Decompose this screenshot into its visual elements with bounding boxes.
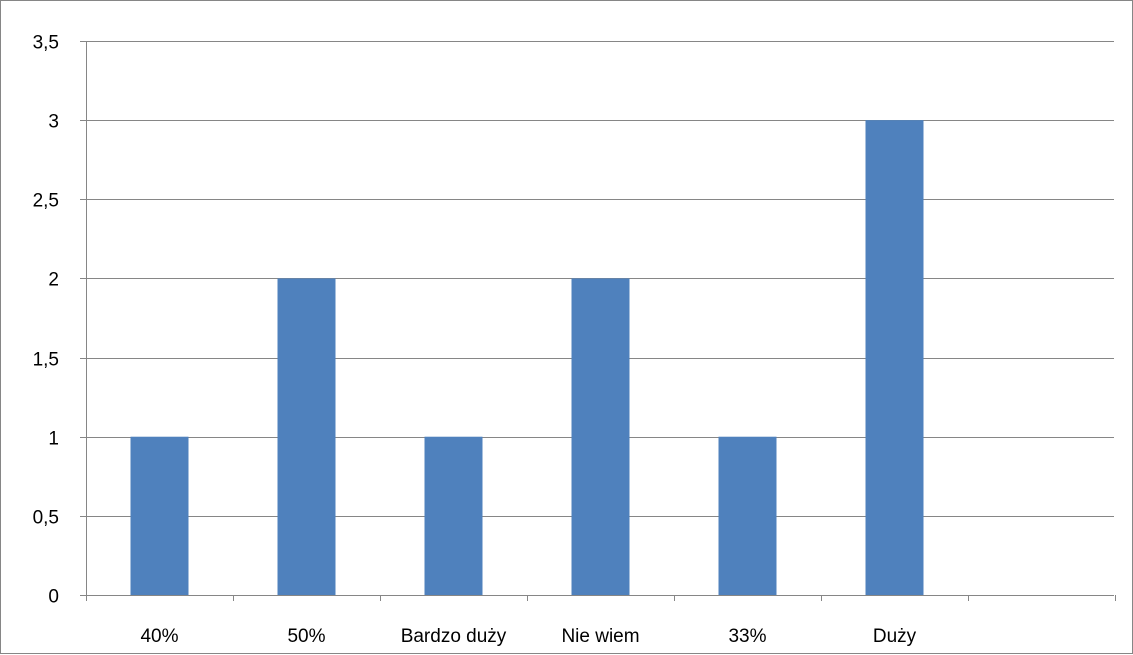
y-tick-label: 3 [48, 112, 59, 133]
x-tick-label: 40% [140, 626, 178, 647]
y-tick-label: 0 [48, 587, 59, 608]
y-tick-label: 0,5 [33, 508, 59, 529]
bar-Duży [865, 120, 924, 596]
x-tick-label: Nie wiem [561, 626, 639, 647]
x-tick-label: 50% [287, 626, 325, 647]
y-tick-label: 3,5 [33, 33, 59, 54]
x-tick-label: Bardzo duży [401, 626, 507, 647]
y-tick-label: 2,5 [33, 191, 59, 212]
bar-Nie wiem [571, 278, 630, 595]
y-tick-label: 2 [48, 270, 59, 291]
bar-33% [718, 436, 777, 595]
y-tick-label: 1 [48, 429, 59, 450]
bar-Bardzo duży [424, 436, 483, 595]
bar-40% [130, 436, 189, 595]
bars [130, 120, 924, 596]
y-tick-label: 1,5 [33, 350, 59, 371]
x-tick-label: 33% [728, 626, 766, 647]
x-axis-tick-labels: 40% 50% Bardzo duży Nie wiem 33% Duży [140, 626, 916, 647]
y-axis-tick-labels: 0 0,5 1 1,5 2 2,5 3 3,5 [33, 33, 59, 608]
axes [80, 41, 1116, 601]
x-tick-label: Duży [873, 626, 917, 647]
bar-50% [277, 278, 336, 595]
